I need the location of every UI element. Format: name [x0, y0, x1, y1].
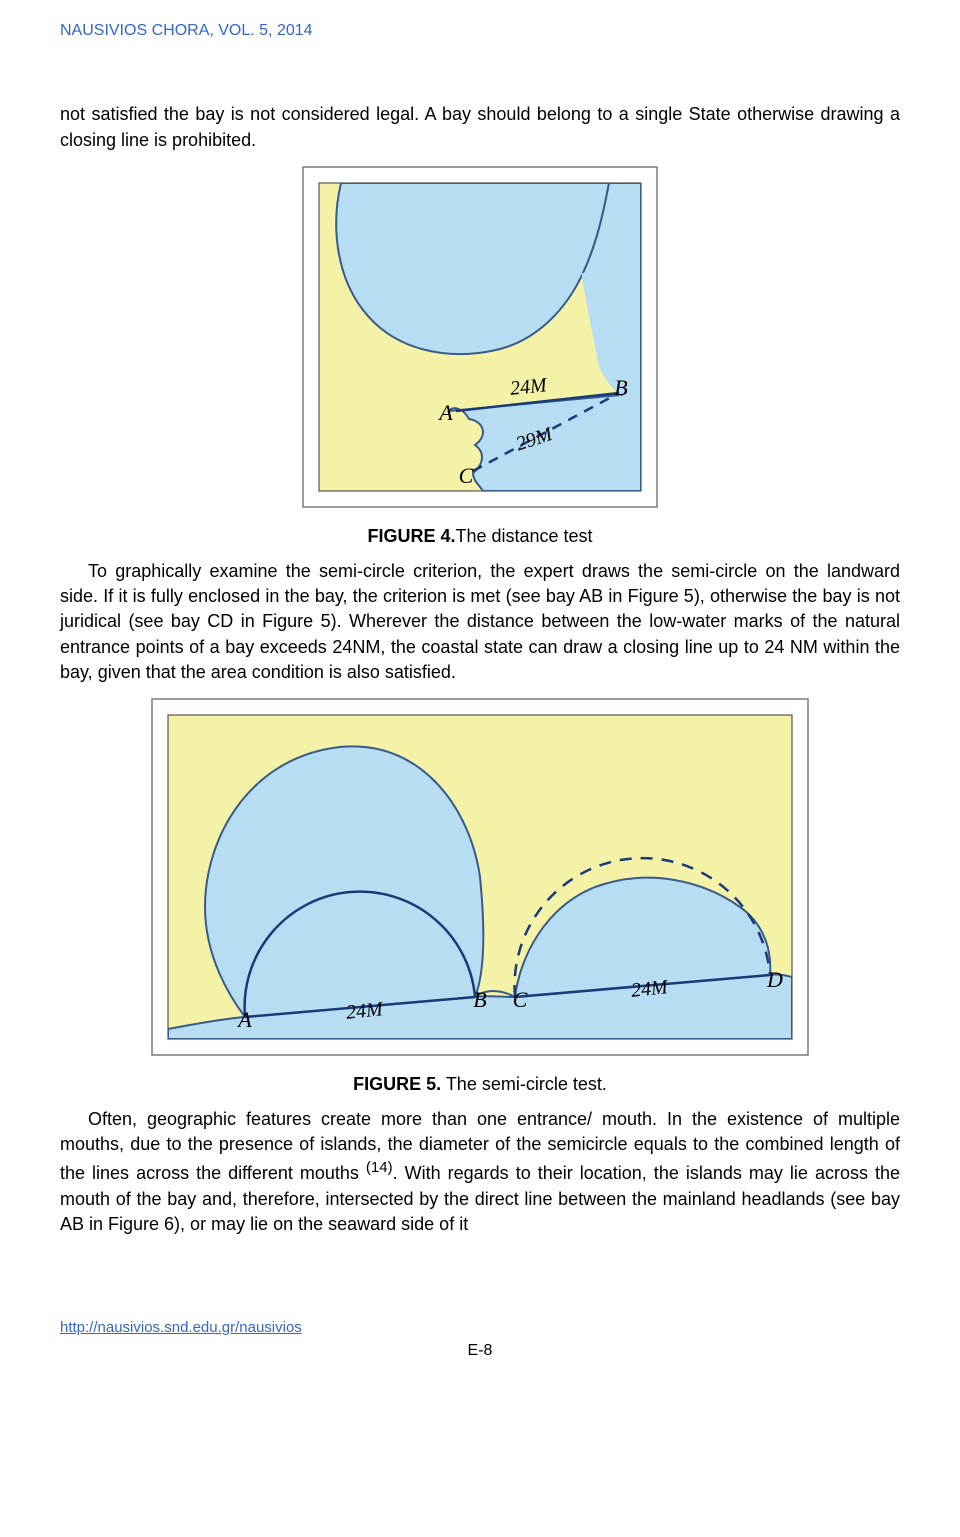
svg-text:B: B [614, 375, 627, 400]
journal-header: NAUSIVIOS CHORA, VOL. 5, 2014 [60, 20, 900, 42]
figure-4-svg: ABC24M29M [301, 165, 659, 509]
paragraph-1: not satisfied the bay is not considered … [60, 102, 900, 152]
paragraph-3: Often, geographic features create more t… [60, 1107, 900, 1237]
footer-link[interactable]: http://nausivios.snd.edu.gr/nausivios [60, 1317, 900, 1338]
figure-5: A B C D 24M 24M [60, 697, 900, 1057]
svg-text:24M: 24M [345, 998, 385, 1024]
svg-text:C: C [513, 987, 528, 1012]
figure-4-label: FIGURE 4. [367, 526, 455, 546]
svg-text:A: A [437, 400, 453, 425]
figure-5-label: FIGURE 5. [353, 1074, 441, 1094]
figure-5-caption-text: The semi-circle test. [441, 1074, 607, 1094]
footnote-ref-14: (14) [366, 1159, 393, 1176]
svg-text:D: D [766, 967, 783, 992]
svg-text:B: B [473, 987, 486, 1012]
svg-text:24M: 24M [509, 374, 549, 400]
figure-4-caption: FIGURE 4.The distance test [60, 524, 900, 549]
paragraph-2: To graphically examine the semi-circle c… [60, 559, 900, 685]
svg-text:C: C [459, 463, 474, 488]
svg-text:24M: 24M [630, 976, 670, 1002]
svg-text:A: A [236, 1007, 252, 1032]
page-number: E-8 [60, 1340, 900, 1362]
figure-4: ABC24M29M [60, 165, 900, 509]
figure-5-caption: FIGURE 5. The semi-circle test. [60, 1072, 900, 1097]
figure-5-svg: A B C D 24M 24M [150, 697, 810, 1057]
figure-4-caption-text: The distance test [455, 526, 592, 546]
